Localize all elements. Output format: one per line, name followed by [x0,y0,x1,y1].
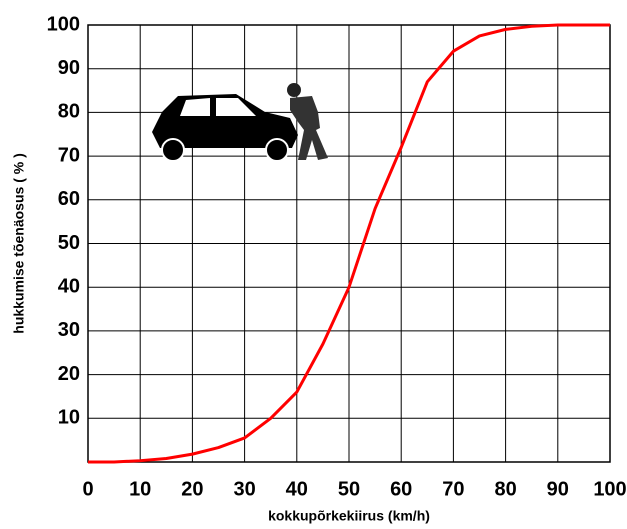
x-tick-label: 60 [390,478,412,500]
y-tick-label: 30 [58,319,80,341]
car-pedestrian-icon [152,83,328,161]
y-axis-label: hukkumise tõenäosus ( % ) [11,153,27,333]
x-axis-label: kokkupõrkekiirus (km/h) [268,508,430,524]
x-tick-label: 80 [494,478,516,500]
y-tick-label: 40 [58,275,80,297]
x-tick-label: 50 [338,478,360,500]
x-tick-label: 40 [286,478,308,500]
y-tick-label: 90 [58,57,80,79]
y-tick-label: 100 [47,13,80,35]
x-tick-label: 20 [181,478,203,500]
page: 1009080706050403020101009080706050403020… [0,0,627,529]
x-tick-label: 70 [442,478,464,500]
y-tick-label: 60 [58,188,80,210]
y-tick-label: 10 [58,407,80,429]
chart: 1009080706050403020101009080706050403020… [0,0,627,529]
x-tick-label: 100 [593,478,626,500]
x-tick-label: 0 [82,478,93,500]
y-tick-label: 80 [58,101,80,123]
x-tick-label: 90 [547,478,569,500]
y-tick-label: 50 [58,232,80,254]
y-tick-label: 70 [58,144,80,166]
x-tick-label: 10 [129,478,151,500]
x-tick-label: 30 [233,478,255,500]
y-tick-label: 20 [58,363,80,385]
